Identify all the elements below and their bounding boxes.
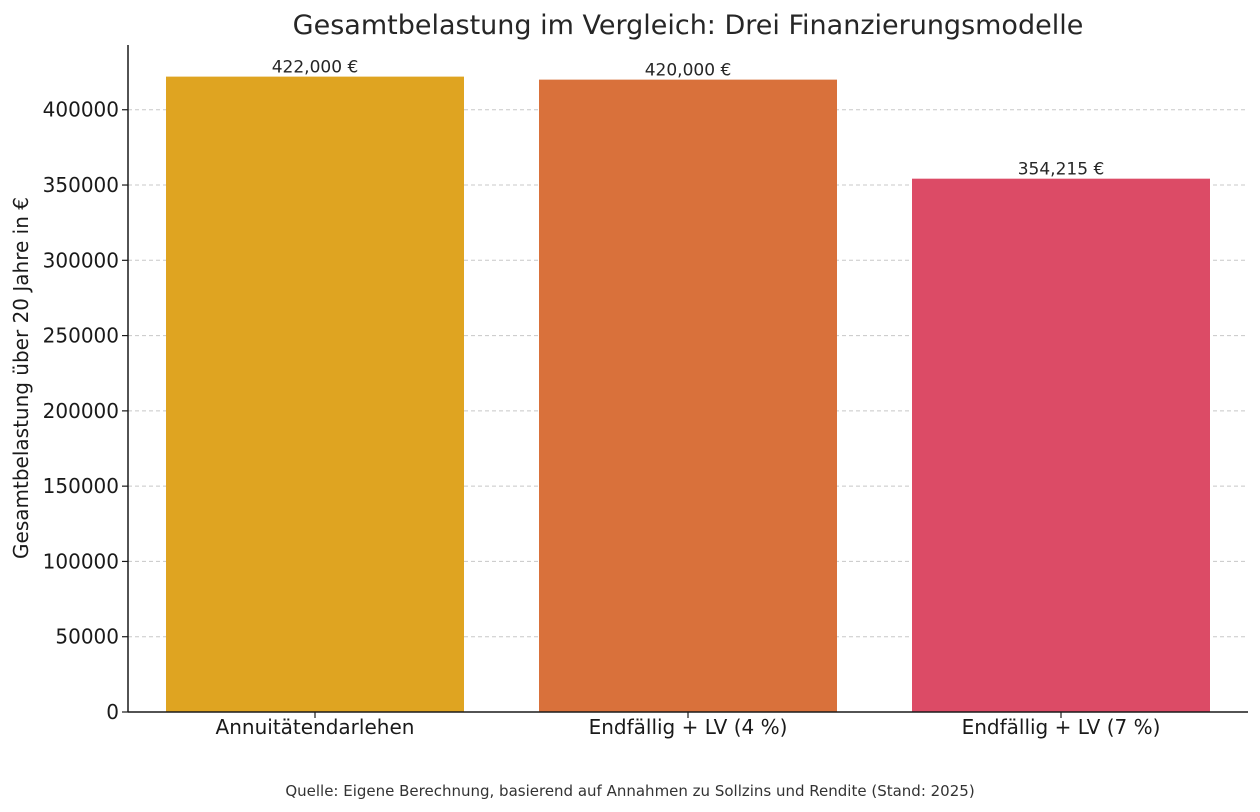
y-tick-label: 0 bbox=[106, 700, 119, 724]
data-label: 422,000 € bbox=[272, 58, 359, 78]
chart-title: Gesamtbelastung im Vergleich: Drei Finan… bbox=[293, 10, 1084, 41]
y-tick-label: 350000 bbox=[43, 173, 119, 197]
x-tick-label: Annuitätendarlehen bbox=[216, 715, 415, 739]
bars bbox=[166, 76, 1210, 713]
bar bbox=[539, 79, 837, 712]
bar bbox=[166, 76, 464, 712]
x-tick-label: Endfällig + LV (4 %) bbox=[589, 715, 788, 739]
y-tick-label: 250000 bbox=[43, 324, 119, 348]
data-labels: 422,000 € 420,000 € 354,215 € bbox=[272, 58, 1105, 180]
y-tick-label: 300000 bbox=[43, 248, 119, 272]
y-tick-label: 50000 bbox=[55, 625, 119, 649]
y-ticks: 0 50000 100000 150000 200000 250000 300000 3500… bbox=[43, 98, 128, 724]
x-tick-label: Endfällig + LV (7 %) bbox=[962, 715, 1161, 739]
x-ticks: Annuitätendarlehen Endfällig + LV (4 %) En… bbox=[216, 712, 1161, 739]
source-note: Quelle: Eigene Berechnung, basierend auf… bbox=[285, 782, 974, 800]
y-tick-label: 150000 bbox=[43, 474, 119, 498]
y-tick-label: 100000 bbox=[43, 549, 119, 573]
bar bbox=[912, 178, 1210, 713]
y-axis-label: Gesamtbelastung über 20 Jahre in € bbox=[9, 197, 33, 559]
y-tick-label: 400000 bbox=[43, 98, 119, 122]
data-label: 354,215 € bbox=[1018, 160, 1105, 180]
y-tick-label: 200000 bbox=[43, 399, 119, 423]
data-label: 420,000 € bbox=[645, 61, 732, 81]
